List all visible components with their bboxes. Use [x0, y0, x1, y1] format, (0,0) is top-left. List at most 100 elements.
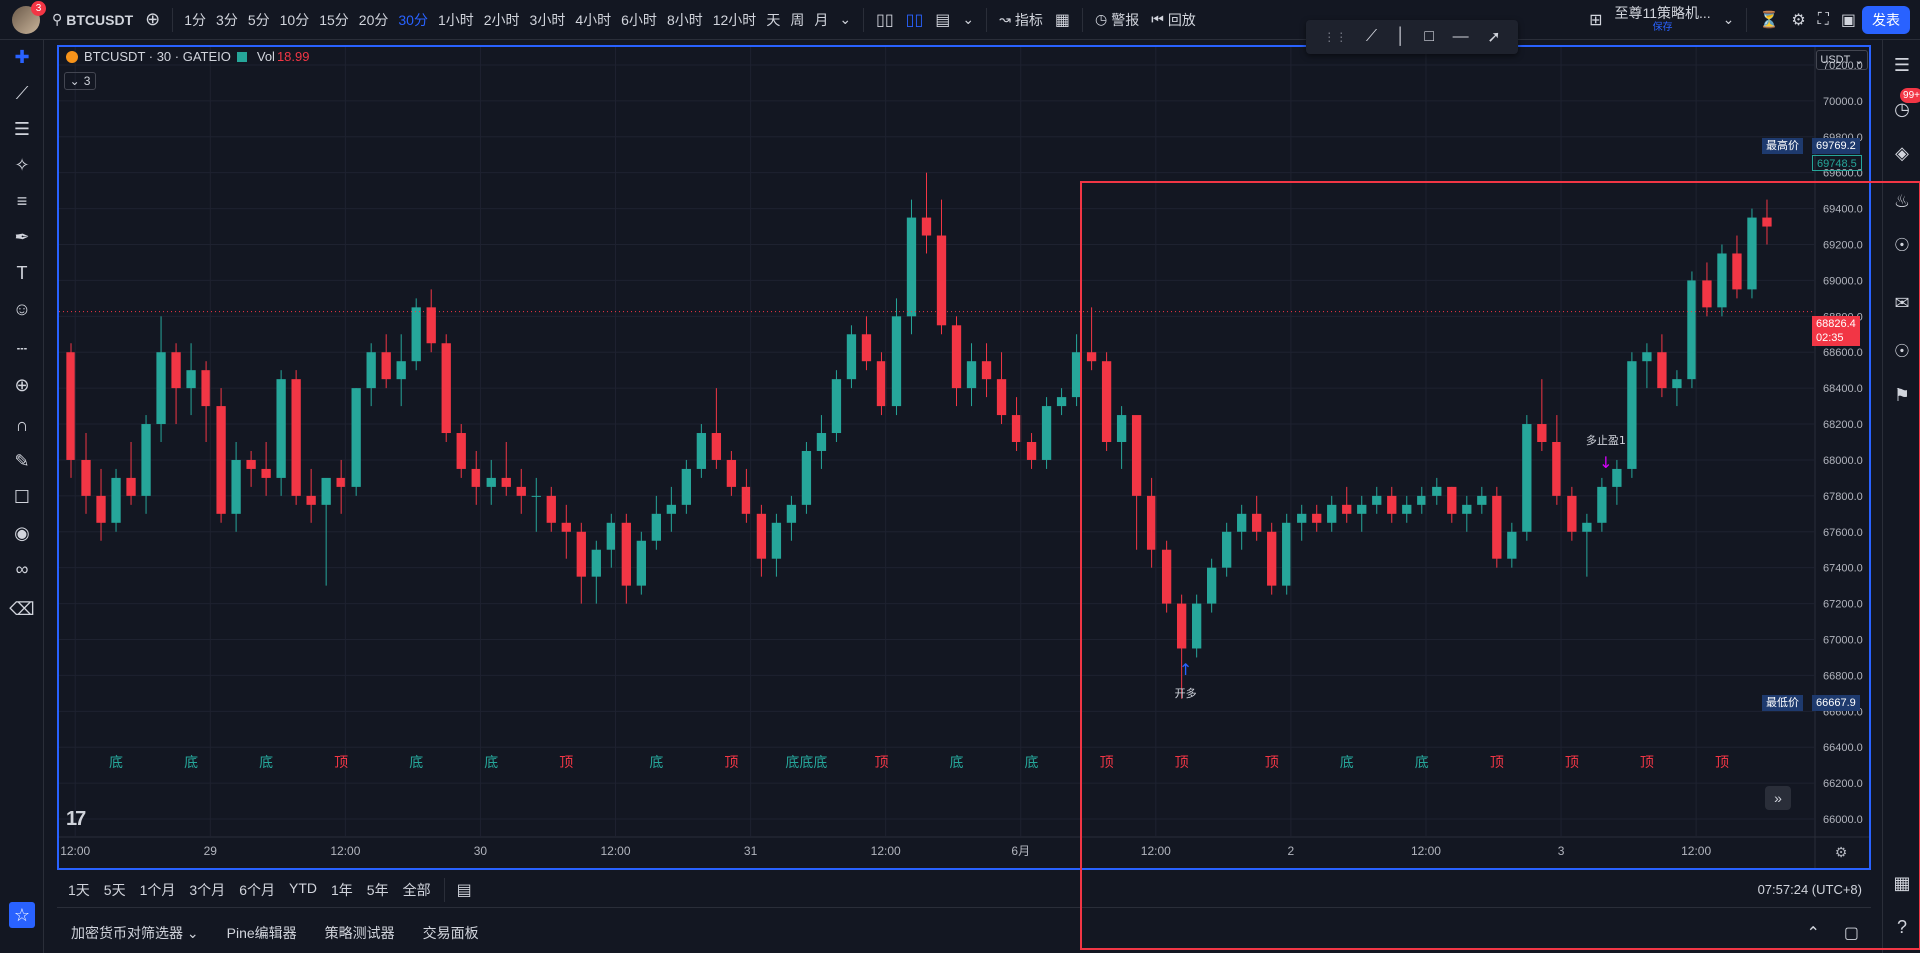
settings-button[interactable]: ⚙	[1785, 0, 1811, 40]
quick-search-button[interactable]: ⏳	[1753, 0, 1785, 40]
time-tick-label: 29	[204, 844, 218, 858]
goto-date-icon[interactable]: ▤	[456, 881, 472, 899]
trend-line-icon[interactable]: ⟋	[1365, 28, 1378, 45]
timeframe-0[interactable]: 1分	[184, 11, 207, 28]
magnet-icon[interactable]: ∩	[15, 414, 29, 435]
range-1[interactable]: 5天	[103, 881, 126, 898]
emoji-icon[interactable]: ☺	[12, 298, 32, 319]
candle-body	[1026, 442, 1037, 460]
help-icon[interactable]: ?	[1896, 916, 1907, 937]
trash-icon[interactable]: ⌫	[9, 598, 35, 619]
ray-icon[interactable]: ➚	[1487, 29, 1501, 46]
timeframe-14[interactable]: 天	[766, 11, 781, 28]
scroll-to-realtime-button[interactable]: »	[1765, 786, 1791, 810]
timeframe-16[interactable]: 月	[814, 11, 829, 28]
chart-type-dropdown[interactable]: ⌄	[956, 0, 980, 40]
crosshair-icon[interactable]: ✚	[14, 46, 30, 67]
currency-selector[interactable]: USDT ⌄	[1816, 50, 1868, 70]
zoom-in-icon[interactable]: ⊕	[14, 374, 30, 395]
bottom-signal-label: 底	[950, 755, 964, 771]
timeframe-3[interactable]: 10分	[279, 11, 310, 28]
bell-icon[interactable]: ⚑	[1893, 384, 1911, 405]
timeframe-5[interactable]: 20分	[358, 11, 389, 28]
horizontal-ray-icon[interactable]: —	[1452, 28, 1469, 45]
timeframe-13[interactable]: 12小时	[712, 11, 757, 28]
indicators-collapse-button[interactable]: ⌄ 3	[64, 72, 96, 90]
ruler-icon[interactable]: ┄	[16, 338, 28, 359]
layers-icon[interactable]: ◈	[1895, 142, 1909, 163]
timeframe-2[interactable]: 5分	[247, 11, 270, 28]
alert-button[interactable]: ◷ 警报	[1089, 0, 1145, 40]
price-chart[interactable]: 70200.070000.069800.069600.069400.069200…	[59, 47, 1869, 868]
rectangle-icon[interactable]: □	[1424, 28, 1434, 45]
clock-timezone[interactable]: 07:57:24 (UTC+8)	[1757, 882, 1862, 897]
bottom-tab-0[interactable]: 加密货币对筛选器 ⌄	[71, 924, 199, 941]
replay-button[interactable]: ⏮ 回放	[1145, 0, 1202, 40]
layout-dropdown[interactable]: ⌄	[1717, 0, 1741, 40]
candle-type-button[interactable]: ▯▯	[870, 0, 900, 40]
range-4[interactable]: 6个月	[239, 881, 275, 898]
candle-body	[1327, 504, 1337, 523]
timeframe-9[interactable]: 3小时	[529, 11, 566, 28]
layout-grid-button[interactable]: ⊞	[1583, 0, 1608, 40]
alerts-clock-icon[interactable]: ◷ 99+	[1889, 88, 1920, 122]
grid-icon: ▦	[1054, 11, 1070, 29]
text-icon[interactable]: T	[16, 262, 28, 283]
fib-icon[interactable]: ≡	[16, 190, 28, 211]
stay-drawing-icon[interactable]: ✎	[14, 450, 30, 471]
bottom-tab-1[interactable]: Pine编辑器	[226, 924, 297, 941]
range-2[interactable]: 1个月	[139, 881, 176, 898]
fullscreen-button[interactable]: ⛶	[1812, 0, 1835, 40]
calendar-icon[interactable]: ▦	[1893, 872, 1911, 893]
snapshot-button[interactable]: ▣	[1835, 0, 1862, 40]
range-8[interactable]: 全部	[402, 881, 431, 898]
maximize-panel-icon[interactable]: ▢	[1843, 924, 1859, 942]
compare-add-button[interactable]: ⊕	[139, 0, 166, 40]
range-0[interactable]: 1天	[68, 881, 90, 898]
candle-body	[246, 459, 256, 469]
watchlist-icon[interactable]: ☰	[1893, 54, 1911, 75]
timeframe-11[interactable]: 6小时	[621, 11, 657, 28]
bottom-tab-2[interactable]: 策略测试器	[324, 924, 395, 941]
pattern-icon[interactable]: ✧	[14, 154, 30, 175]
lock-icon[interactable]: ☐	[13, 486, 31, 507]
user-avatar[interactable]: 3	[12, 0, 46, 34]
idea-bulb-icon[interactable]: ☉	[1893, 234, 1911, 255]
range-3[interactable]: 3个月	[189, 881, 226, 898]
timeframe-12[interactable]: 8小时	[666, 11, 703, 28]
range-6[interactable]: 1年	[330, 881, 353, 898]
timeframe-4[interactable]: 15分	[319, 11, 349, 28]
trend-line-icon[interactable]: ⟋	[15, 82, 29, 103]
brush-icon[interactable]: ✒	[14, 226, 30, 247]
fire-icon[interactable]: ♨	[1893, 190, 1911, 211]
star-icon[interactable]: ☆	[9, 902, 35, 928]
bottom-tab-3[interactable]: 交易面板	[422, 924, 479, 941]
range-7[interactable]: 5年	[366, 881, 389, 898]
templates-button[interactable]: ▦	[1049, 0, 1076, 40]
range-5[interactable]: YTD	[288, 879, 317, 896]
drag-handle-icon[interactable]: ⋮⋮	[1323, 30, 1348, 44]
bar-chart-button[interactable]: ▤	[929, 0, 956, 40]
candle-body	[1522, 424, 1532, 532]
candle-body	[381, 352, 391, 380]
chat-icon[interactable]: ✉	[1894, 292, 1910, 313]
timeframe-15[interactable]: 周	[790, 11, 805, 28]
candle-style-button[interactable]: ▯▯	[900, 0, 930, 40]
collapse-panel-icon[interactable]: ⌃	[1806, 924, 1820, 942]
indicators-button[interactable]: ↝ 指标	[993, 0, 1049, 40]
symbol-search-button[interactable]: ⚲ BTCUSDT	[46, 0, 139, 40]
horizontal-lines-icon[interactable]: ☰	[13, 118, 31, 139]
timeframe-10[interactable]: 4小时	[575, 11, 612, 28]
eye-icon[interactable]: ◉	[14, 522, 30, 543]
timeframe-1[interactable]: 3分	[216, 11, 238, 28]
link-icon[interactable]: ∞	[15, 558, 29, 579]
vertical-line-icon[interactable]: │	[1395, 28, 1406, 45]
publish-button[interactable]: 发表	[1862, 5, 1910, 34]
candle-body	[756, 513, 767, 559]
timeframe-8[interactable]: 2小时	[483, 11, 520, 28]
timeframe-dropdown[interactable]: ⌄	[833, 0, 857, 40]
signal-bulb-icon[interactable]: ☉	[1893, 340, 1911, 361]
layout-name-button[interactable]: 至尊11策略机... 保存	[1608, 0, 1716, 40]
timeframe-6[interactable]: 30分	[398, 11, 428, 28]
timeframe-7[interactable]: 1小时	[437, 11, 474, 28]
